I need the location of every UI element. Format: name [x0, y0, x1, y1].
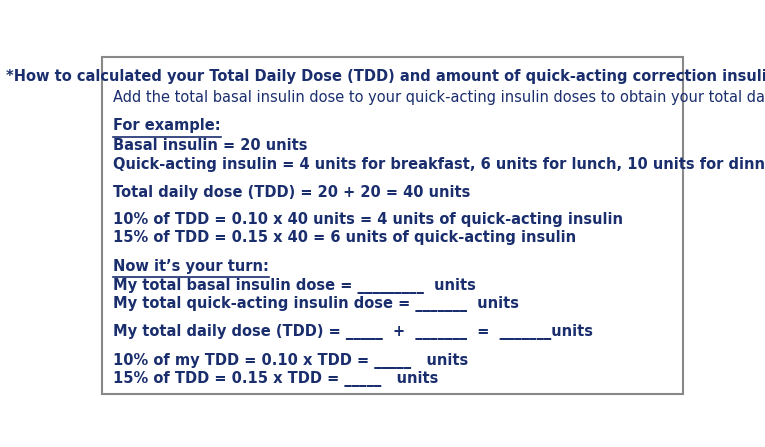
Text: Quick-acting insulin = 4 units for breakfast, 6 units for lunch, 10 units for di: Quick-acting insulin = 4 units for break… [113, 157, 765, 172]
Text: 10% of my TDD = 0.10 x TDD = _____   units: 10% of my TDD = 0.10 x TDD = _____ units [113, 353, 469, 369]
Text: Total daily dose (TDD) = 20 + 20 = 40 units: Total daily dose (TDD) = 20 + 20 = 40 un… [113, 185, 470, 199]
Text: Now it’s your turn:: Now it’s your turn: [113, 259, 269, 274]
Text: For example:: For example: [113, 118, 221, 133]
FancyBboxPatch shape [102, 57, 682, 394]
Text: 10% of TDD = 0.10 x 40 units = 4 units of quick-acting insulin: 10% of TDD = 0.10 x 40 units = 4 units o… [113, 212, 623, 227]
Text: My total daily dose (TDD) = _____  +  _______  =  _______units: My total daily dose (TDD) = _____ + ____… [113, 324, 594, 340]
Text: Add the total basal insulin dose to your quick-acting insulin doses to obtain yo: Add the total basal insulin dose to your… [113, 90, 765, 105]
Text: 15% of TDD = 0.15 x 40 = 6 units of quick-acting insulin: 15% of TDD = 0.15 x 40 = 6 units of quic… [113, 230, 577, 245]
Text: *How to calculated your Total Daily Dose (TDD) and amount of quick-acting correc: *How to calculated your Total Daily Dose… [6, 68, 765, 84]
Text: My total quick-acting insulin dose = _______  units: My total quick-acting insulin dose = ___… [113, 296, 519, 312]
Text: 15% of TDD = 0.15 x TDD = _____   units: 15% of TDD = 0.15 x TDD = _____ units [113, 371, 439, 387]
Text: Basal insulin = 20 units: Basal insulin = 20 units [113, 138, 308, 153]
Text: My total basal insulin dose = _________  units: My total basal insulin dose = _________ … [113, 278, 477, 294]
